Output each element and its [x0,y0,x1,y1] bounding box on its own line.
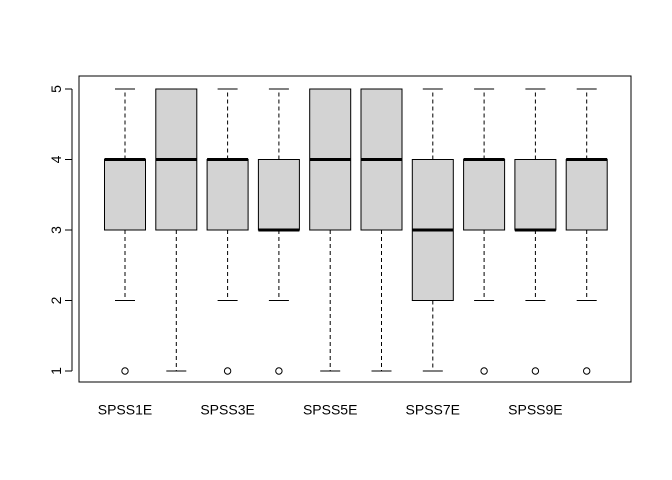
box-spss6e [360,88,403,372]
x-tick-label: SPSS5E [303,402,357,418]
y-tick-label: 3 [48,226,64,234]
box-spss10e [565,88,608,375]
outlier-point [480,367,488,375]
outlier-point [583,367,591,375]
iqr-box [514,159,557,231]
iqr-box [257,159,300,231]
x-tick-label: SPSS1E [98,402,152,418]
outlier-point [121,367,129,375]
x-axis-labels: SPSS1E SPSS3E SPSS5E SPSS7E SPSS9E [98,402,563,418]
box-spss5e [309,88,352,372]
boxes-group [104,88,608,375]
box-spss1e [104,88,146,375]
y-tick-label: 4 [48,155,64,163]
x-tick-label: SPSS9E [508,402,562,418]
outlier-point [275,367,283,375]
iqr-box [565,159,608,231]
box-spss8e [463,88,506,375]
y-tick-label: 5 [48,85,64,93]
iqr-box [463,159,506,231]
x-tick-label: SPSS3E [200,402,254,418]
y-axis: 1 2 3 4 5 [48,85,73,375]
box-spss7e [411,88,454,372]
box-spss3e [206,88,249,375]
box-spss9e [514,88,557,375]
box-spss4e [257,88,300,375]
iqr-box [104,159,146,231]
plot-frame [78,75,632,383]
outlier-point [223,367,232,375]
x-tick-label: SPSS7E [406,402,460,418]
box-spss2e [155,88,198,372]
iqr-box [206,159,249,231]
y-tick-label: 1 [48,367,64,375]
outlier-point [531,367,540,375]
y-tick-label: 2 [48,296,64,304]
